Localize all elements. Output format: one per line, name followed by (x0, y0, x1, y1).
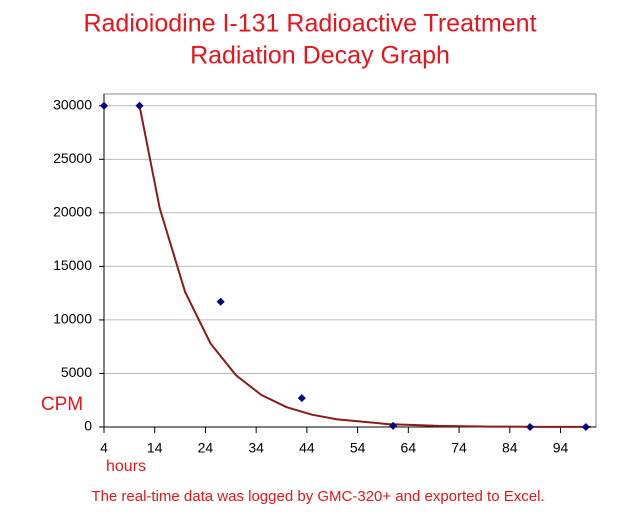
data-point (135, 101, 144, 110)
plot-area (103, 93, 597, 428)
y-tick-label: 5000 (61, 364, 92, 380)
data-point (100, 101, 108, 110)
x-tick-label: 54 (350, 440, 366, 456)
x-axis-label: hours (106, 458, 146, 475)
x-tick-label: 44 (299, 440, 315, 456)
data-point (216, 297, 225, 306)
data-point (526, 423, 535, 431)
y-tick-label: 20000 (53, 204, 92, 220)
y-tick-label: 10000 (53, 311, 92, 327)
data-point (581, 423, 590, 431)
y-tick-label: 0 (84, 418, 92, 434)
trendline (138, 105, 591, 428)
x-tick-label: 34 (248, 440, 264, 456)
x-tick-label: 14 (147, 440, 163, 456)
y-tick-label: 15000 (53, 257, 92, 273)
x-tick-label: 84 (502, 440, 518, 456)
chart-title: Radioiodine I-131 Radioactive Treatment (83, 10, 536, 38)
x-tick-label: 74 (451, 440, 467, 456)
y-tick-label: 30000 (53, 96, 92, 112)
x-tick-label: 64 (401, 440, 417, 456)
data-point (297, 394, 306, 403)
x-tick-label: 4 (100, 440, 108, 456)
footnote: The real-time data was logged by GMC-320… (91, 488, 544, 505)
data-point (389, 421, 398, 430)
y-axis-label: CPM (41, 394, 83, 415)
x-tick-label: 94 (553, 440, 569, 456)
y-tick-label: 25000 (53, 150, 92, 166)
x-tick-label: 24 (198, 440, 214, 456)
chart-title: Radiation Decay Graph (190, 42, 450, 70)
